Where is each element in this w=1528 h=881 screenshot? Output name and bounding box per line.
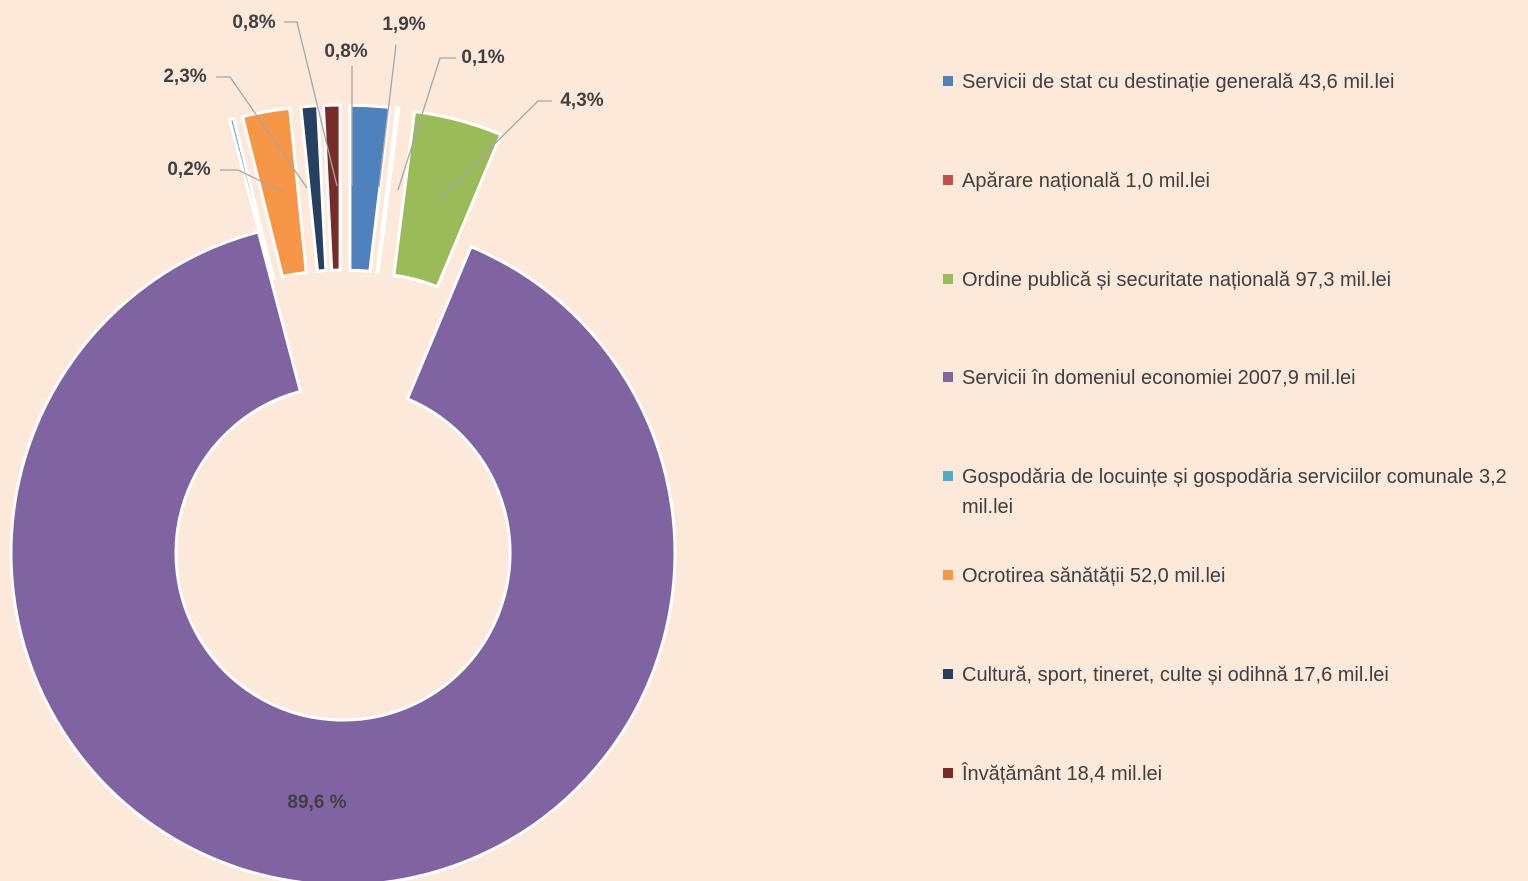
legend-label: Ordine publică și securitate națională 9… (962, 269, 1392, 291)
donut-slice (299, 104, 328, 273)
legend-label: Servicii de stat cu destinație generală … (962, 71, 1395, 93)
leader-line (437, 100, 552, 201)
legend-swatch (943, 471, 953, 481)
leader-line (378, 44, 397, 188)
legend-label: Servicii în domeniul economiei 2007,9 mi… (962, 367, 1356, 389)
data-label: 89,6 % (287, 792, 346, 813)
data-label: 0,1% (461, 47, 504, 68)
data-label: 0,8% (232, 12, 275, 33)
legend-swatch (943, 669, 953, 679)
donut-slice (392, 109, 503, 289)
donut-slice (375, 106, 401, 274)
legend-swatch (943, 570, 953, 580)
data-label: 1,9% (382, 14, 425, 35)
legend-item: Ordine publică și securitate națională 9… (943, 265, 1528, 295)
legend-label: Apărare națională 1,0 mil.lei (962, 170, 1210, 192)
data-label: 4,3% (560, 90, 603, 111)
legend-label: Cultură, sport, tineret, culte și odihnă… (962, 664, 1389, 686)
data-label: 0,2% (167, 159, 210, 180)
donut-slice (9, 230, 677, 881)
legend-swatch (943, 274, 953, 284)
legend-item: Gospodăria de locuințe și gospodăria ser… (943, 462, 1528, 522)
legend-swatch (943, 175, 953, 185)
legend-item: Cultură, sport, tineret, culte și odihnă… (943, 660, 1528, 690)
legend-swatch (943, 372, 953, 382)
legend-item: Servicii de stat cu destinație generală … (943, 67, 1528, 97)
legend-item: Servicii în domeniul economiei 2007,9 mi… (943, 363, 1528, 393)
leader-line (284, 21, 338, 187)
donut-slice (348, 103, 392, 274)
legend-label: Învățământ 18,4 mil.lei (962, 763, 1163, 785)
legend-item: Învățământ 18,4 mil.lei (943, 759, 1528, 789)
legend-label: Ocrotirea sănătății 52,0 mil.lei (962, 565, 1226, 587)
legend-item: Ocrotirea sănătății 52,0 mil.lei (943, 561, 1528, 591)
data-label: 2,3% (163, 66, 206, 87)
leader-line (397, 57, 456, 191)
donut-slice (227, 116, 276, 281)
leader-line (220, 169, 284, 193)
legend-swatch (943, 768, 953, 778)
leader-line (216, 76, 308, 189)
donut-slice (240, 106, 308, 279)
legend-swatch (943, 76, 953, 86)
legend-label: Gospodăria de locuințe și gospodăria ser… (962, 466, 1507, 518)
data-label: 0,8% (324, 41, 367, 62)
legend-item: Apărare națională 1,0 mil.lei (943, 166, 1528, 196)
